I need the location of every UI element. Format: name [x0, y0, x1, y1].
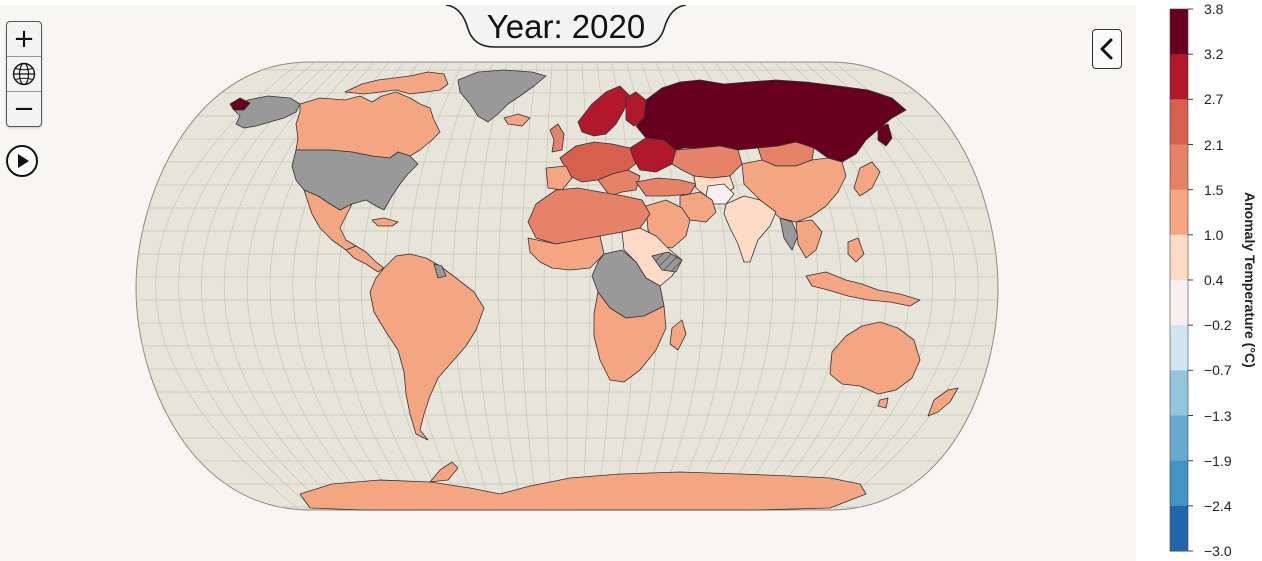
colorbar-segment [1170, 460, 1188, 507]
region-australia[interactable] [829, 321, 921, 395]
colorbar-tick-label: −2.4 [1204, 497, 1232, 514]
colorbar-segment [1170, 370, 1188, 416]
colorbar [1169, 8, 1193, 552]
meridian-line [155, 62, 301, 510]
colorbar-segment [1170, 325, 1188, 371]
region-turkey[interactable] [635, 177, 697, 197]
globe-icon [12, 62, 36, 86]
colorbar-segment [1170, 505, 1188, 552]
region-japan[interactable] [853, 161, 881, 197]
collapse-panel-button[interactable] [1092, 29, 1122, 69]
colorbar-tick-label: 1.5 [1204, 181, 1224, 198]
region-mexico[interactable] [303, 189, 357, 251]
legend-title: Anomaly Temperature (°C) [1242, 192, 1258, 368]
colorbar-segment [1170, 99, 1188, 145]
region-new-zealand[interactable] [927, 387, 959, 417]
meridian-line [201, 62, 331, 510]
colorbar-tick-label: −3.0 [1204, 543, 1232, 559]
colorbar-tick-label: −1.9 [1204, 452, 1232, 469]
chevron-left-icon [1100, 38, 1113, 60]
colorbar-segment [1170, 9, 1188, 55]
colorbar-segment [1170, 415, 1188, 462]
region-iceland[interactable] [503, 113, 531, 127]
zoom-in-button[interactable]: + [7, 22, 41, 57]
colorbar-tick-label: −1.3 [1204, 407, 1232, 424]
region-iberia[interactable] [545, 165, 573, 191]
region-cuba[interactable] [371, 217, 399, 227]
colorbar-tick-label: 2.7 [1204, 91, 1224, 108]
region-norway-sweden[interactable] [577, 85, 631, 137]
colorbar-segment [1170, 189, 1188, 236]
colorbar-tick-label: 1.0 [1204, 226, 1224, 243]
colorbar-tick-label: 3.8 [1204, 1, 1224, 17]
region-antarctic-peninsula[interactable] [429, 461, 459, 483]
year-tab [445, 5, 687, 48]
region-madagascar[interactable] [669, 319, 687, 351]
zoom-controls: + − [6, 21, 42, 127]
region-india[interactable] [723, 195, 777, 263]
reset-view-button[interactable] [7, 57, 41, 92]
region-indochina[interactable] [795, 219, 823, 259]
colorbar-legend: 3.8 3.2 2.7 2.1 1.5 1.0 0.4 −0.2 −0.7 −1.3 −1.9 −2.… [1140, 0, 1262, 561]
region-guiana[interactable] [433, 263, 447, 279]
region-ethiopia-somalia[interactable] [651, 251, 683, 273]
meridian-line [224, 62, 346, 510]
region-southern-africa[interactable] [593, 291, 667, 383]
region-west-africa[interactable] [527, 235, 605, 271]
colorbar-tick-label: 2.1 [1204, 136, 1224, 153]
region-russia-kamchatka[interactable] [877, 123, 893, 147]
meridian-line [833, 62, 979, 510]
colorbar-tick-label: 0.4 [1204, 272, 1224, 288]
region-canada-islands[interactable] [344, 71, 449, 95]
year-label: Year: 2020 [486, 8, 646, 45]
colorbar-segment [1170, 234, 1188, 281]
region-antarctica[interactable] [299, 471, 867, 511]
region-myanmar[interactable] [779, 217, 799, 251]
region-tasmania[interactable] [877, 397, 889, 409]
colorbar-segment [1170, 54, 1188, 100]
meridian-line [520, 62, 538, 510]
region-far-east-tip[interactable] [229, 97, 251, 111]
play-icon [18, 154, 29, 168]
world-map[interactable] [0, 5, 1136, 561]
region-indonesia[interactable] [805, 271, 921, 307]
play-button[interactable] [6, 145, 38, 177]
meridian-line [475, 62, 509, 510]
zoom-out-button[interactable]: − [13, 94, 35, 124]
colorbar-tick-label: 3.2 [1204, 46, 1224, 63]
countries [229, 69, 959, 511]
colorbar-segment [1170, 144, 1188, 191]
region-east-africa[interactable] [621, 227, 683, 287]
map-panel[interactable]: Year: 2020 + − [0, 5, 1136, 561]
region-greenland[interactable] [457, 69, 547, 123]
meridian-line [543, 62, 553, 510]
region-italy-balkans[interactable] [597, 169, 641, 197]
colorbar-segment [1170, 280, 1188, 326]
region-philippines[interactable] [847, 237, 865, 263]
colorbar-tick-label: −0.7 [1204, 362, 1232, 379]
region-uk[interactable] [549, 123, 565, 153]
colorbar-tick-label: −0.2 [1204, 317, 1232, 334]
